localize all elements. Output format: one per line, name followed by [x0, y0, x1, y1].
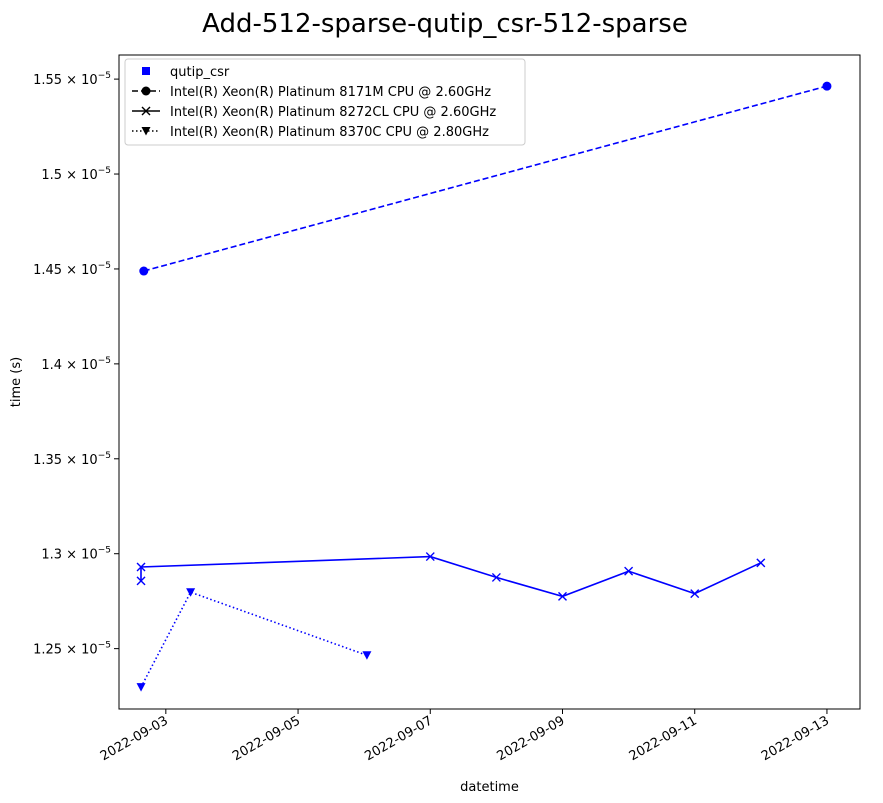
series-1-point-1 [139, 266, 149, 276]
x-axis: 2022-09-03 2022-09-05 2022-09-07 2022-09-09… [98, 709, 832, 764]
y-axis: 1.25 × 10−5 1.3 × 10−5 1.35 × 10−5 1.4 × 10… [33, 71, 119, 658]
chart-title: Add-512-sparse-qutip_csr-512-sparse [202, 9, 688, 39]
y-tick-label-2: 1.3 × 10−5 [41, 546, 111, 563]
x-tick-label-5: 2022-09-11 [627, 713, 700, 764]
legend-box [124, 58, 526, 146]
x-tick-label-2: 2022-09-05 [230, 713, 303, 764]
y-tick-label-7: 1.55 × 10−5 [33, 71, 111, 88]
series-1 [139, 81, 832, 276]
series-2-point-7 [690, 589, 700, 599]
y-tick-label-5: 1.45 × 10−5 [33, 261, 111, 278]
series-3-point-2 [186, 588, 196, 597]
series-1-point-2 [822, 81, 832, 91]
legend-marker-1 [142, 67, 150, 75]
legend-item-1: qutip_csr [142, 65, 230, 80]
legend-item-2: Intel(R) Xeon(R) Platinum 8171M CPU @ 2.… [132, 85, 491, 100]
legend-label-1: qutip_csr [170, 65, 230, 80]
series-2-point-3 [425, 552, 435, 562]
series-2-point-8 [756, 558, 766, 568]
x-tick-label-3: 2022-09-07 [362, 713, 435, 764]
series-2-point-6 [624, 566, 634, 576]
series-2 [136, 552, 766, 601]
legend-label-2: Intel(R) Xeon(R) Platinum 8171M CPU @ 2.… [170, 85, 491, 100]
x-axis-label: datetime [460, 780, 519, 795]
y-tick-label-6: 1.5 × 10−5 [41, 166, 111, 183]
y-tick-label-4: 1.4 × 10−5 [41, 356, 111, 373]
plot-area [136, 81, 832, 692]
series-2-point-2 [136, 562, 146, 572]
x-tick-label-6: 2022-09-13 [759, 713, 832, 764]
x-tick-label-1: 2022-09-03 [98, 713, 171, 764]
series-3-point-1 [136, 683, 146, 692]
y-axis-label: time (s) [9, 357, 24, 407]
x-tick-label-4: 2022-09-09 [495, 713, 568, 764]
legend-marker-4 [141, 127, 151, 136]
legend: qutip_csr Intel(R) Xeon(R) Platinum 8171M… [124, 58, 526, 146]
y-tick-label-1: 1.25 × 10−5 [33, 641, 111, 658]
plot-frame [118, 54, 861, 710]
series-2-point-5 [558, 591, 567, 601]
legend-item-4: Intel(R) Xeon(R) Platinum 8370C CPU @ 2.… [132, 125, 489, 140]
series-3 [136, 588, 372, 692]
legend-label-3: Intel(R) Xeon(R) Platinum 8272CL CPU @ 2… [170, 105, 496, 120]
series-3-point-3 [362, 651, 372, 660]
series-1-line [143, 85, 828, 272]
legend-label-4: Intel(R) Xeon(R) Platinum 8370C CPU @ 2.… [170, 125, 489, 140]
legend-marker-2 [141, 86, 151, 96]
y-tick-label-3: 1.35 × 10−5 [33, 451, 111, 468]
series-2-point-1 [136, 576, 146, 586]
series-2-point-4 [491, 572, 501, 582]
series-3-line [140, 591, 368, 688]
legend-item-3: Intel(R) Xeon(R) Platinum 8272CL CPU @ 2… [132, 105, 496, 120]
legend-marker-3 [141, 106, 151, 116]
series-2-line [140, 555, 762, 598]
